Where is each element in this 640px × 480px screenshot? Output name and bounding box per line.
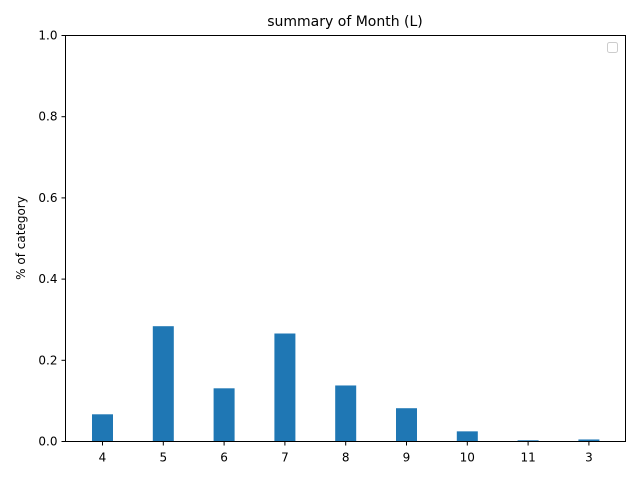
y-tick-label: 1.0 bbox=[38, 29, 57, 43]
bar-11 bbox=[517, 440, 539, 442]
chart-title: summary of Month (L) bbox=[267, 14, 423, 30]
bar-3 bbox=[578, 439, 600, 442]
x-tick-label: 9 bbox=[403, 451, 411, 465]
y-tick-label: 0.4 bbox=[38, 272, 57, 286]
y-tick-label: 0.6 bbox=[38, 191, 57, 205]
bar-5 bbox=[152, 326, 174, 442]
y-tick-label: 0.0 bbox=[38, 435, 57, 449]
y-axis-label: % of category bbox=[14, 196, 28, 280]
legend-box bbox=[607, 42, 618, 53]
bar-10 bbox=[456, 431, 478, 442]
x-tick-label: 3 bbox=[585, 451, 593, 465]
bar-9 bbox=[396, 408, 417, 442]
plot-frame bbox=[65, 35, 626, 442]
x-ticks-group: 4 5 6 7 8 9 10 11 3 bbox=[99, 441, 593, 465]
x-tick-label: 4 bbox=[99, 451, 107, 465]
y-tick-label: 0.8 bbox=[38, 110, 57, 124]
bar-7 bbox=[274, 333, 296, 442]
bars-group bbox=[92, 326, 600, 442]
x-tick-label: 5 bbox=[159, 451, 167, 465]
x-tick-label: 7 bbox=[281, 451, 289, 465]
bar-4 bbox=[92, 414, 113, 442]
y-tick-label: 0.2 bbox=[38, 353, 57, 367]
y-ticks-group: 0.0 0.2 0.4 0.6 0.8 1.0 bbox=[38, 29, 66, 449]
x-tick-label: 6 bbox=[220, 451, 228, 465]
x-tick-label: 8 bbox=[342, 451, 350, 465]
x-tick-label: 10 bbox=[460, 451, 475, 465]
bar-6 bbox=[213, 388, 235, 442]
bar-8 bbox=[335, 385, 357, 442]
x-tick-label: 11 bbox=[520, 451, 535, 465]
